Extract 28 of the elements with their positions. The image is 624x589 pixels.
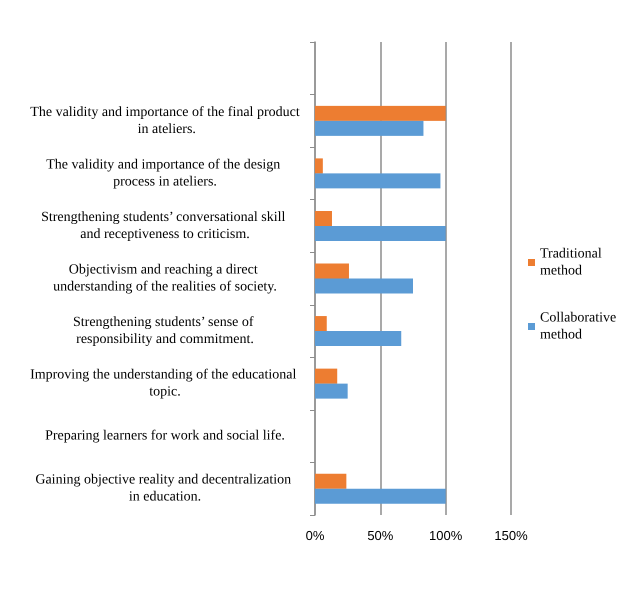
y-tick-label: Strengthening students’ sense of responsibility and commitment. [72, 315, 258, 348]
legend-label: Collaborative method [540, 310, 620, 342]
bar [315, 226, 446, 241]
bar [315, 264, 349, 278]
y-tick-label: Preparing learners for work and social life. [45, 428, 285, 444]
bar [315, 474, 346, 489]
bar [315, 106, 446, 121]
y-tick-label: Improving the understanding of the educational topic. [30, 368, 300, 400]
bar [315, 210, 332, 226]
bar [315, 331, 402, 346]
bar [315, 488, 446, 504]
x-tick-label: 100% [429, 528, 463, 543]
x-tick-label: 50% [367, 528, 394, 543]
bar [315, 120, 424, 136]
y-tick-label: The validity and importance of the final product in ateliers. [30, 104, 300, 137]
y-tick-label: Gaining objective reality and decentralization in education. [35, 472, 295, 505]
bar [315, 316, 327, 332]
bar [315, 384, 348, 399]
bar [315, 278, 413, 294]
x-tick-label: 0% [306, 528, 325, 543]
y-tick-label: The validity and importance of the design process in ateliers. [46, 157, 284, 190]
legend-label: Traditional method [540, 246, 606, 278]
x-tick-label: 150% [494, 528, 528, 543]
bar [315, 158, 323, 174]
bar [315, 368, 338, 384]
y-tick-label: Objectivism and reaching a direct understanding of the realities of society. [53, 262, 277, 294]
bar [315, 173, 440, 188]
y-tick-label: Strengthening students’ conversational skill and receptiveness to criticism. [41, 210, 289, 242]
